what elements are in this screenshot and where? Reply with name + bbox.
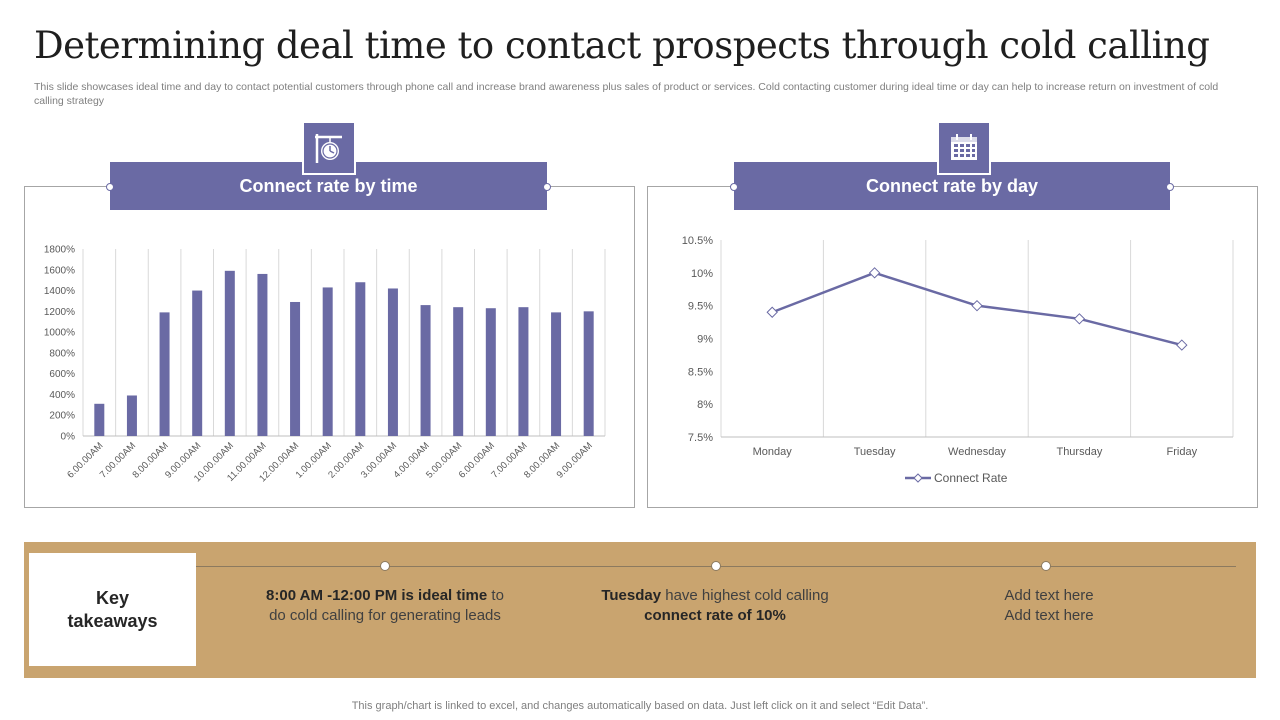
bar	[420, 305, 431, 436]
page-subtitle: This slide showcases ideal time and day …	[34, 81, 1219, 107]
y-tick-label: 1400%	[44, 286, 75, 297]
y-tick-label: 10.5%	[682, 235, 713, 247]
takeaway-bold: Tuesday	[601, 587, 662, 604]
bar	[126, 395, 137, 436]
data-point	[868, 267, 881, 279]
bar	[322, 287, 333, 436]
bar	[94, 403, 105, 436]
connect-rate-by-time-chart: 0% 200% 400% 600% 800% 1000% 1200% 1400% 1600% 18…	[44, 245, 606, 484]
y-tick-label: 200%	[49, 411, 75, 422]
bar	[355, 282, 366, 436]
timeline-dot	[1041, 561, 1051, 571]
key-takeaways-line1: Key	[95, 587, 129, 608]
x-tick-label: Friday	[1167, 446, 1198, 458]
x-tick-label: Tuesday	[854, 446, 896, 458]
y-tick-label: 7.5%	[688, 432, 713, 444]
page-title: Determining deal time to contact prospec…	[34, 24, 1210, 67]
bar	[159, 312, 170, 436]
legend-label: Connect Rate	[934, 471, 1008, 485]
calendar-icon	[937, 121, 991, 175]
time-panel-title: Connect rate by time	[239, 175, 418, 196]
y-tick-label: 8%	[697, 399, 713, 411]
takeaway-text: have highest cold calling	[661, 587, 829, 604]
y-tick-label: 1600%	[44, 265, 75, 276]
x-tick-label: Monday	[753, 446, 793, 458]
bar	[453, 307, 464, 436]
footer-note: This graph/chart is linked to excel, and…	[351, 700, 929, 712]
x-tick-label: Wednesday	[948, 446, 1006, 458]
day-panel-title: Connect rate by day	[865, 175, 1039, 196]
takeaway-bold: connect rate of 10%	[644, 606, 786, 624]
bar	[551, 312, 562, 436]
day-chart-panel	[647, 186, 1258, 508]
y-tick-label: 0%	[61, 432, 76, 443]
legend-marker	[913, 473, 923, 483]
bar	[257, 273, 268, 436]
takeaway-bold: 8:00 AM -12:00 PM is ideal time	[266, 587, 488, 604]
y-tick-label: 400%	[49, 390, 75, 401]
day-panel-header: Connect rate by day	[734, 162, 1170, 210]
timeline-dot	[711, 561, 721, 571]
takeaway-placeholder: Add text here	[1004, 587, 1094, 604]
x-tick-label: 9.00.00AM	[555, 440, 595, 480]
header-left-dot	[730, 183, 738, 191]
x-tick-label: Thursday	[1056, 446, 1102, 458]
takeaway-item: 8:00 AM -12:00 PM is ideal time to do co…	[265, 586, 505, 625]
bar	[583, 311, 594, 436]
y-tick-label: 1000%	[44, 328, 75, 339]
bar	[387, 288, 398, 436]
clock-sign-icon	[302, 121, 356, 175]
y-tick-label: 600%	[49, 369, 75, 380]
connect-rate-by-day-chart: 7.5% 8% 8.5% 9% 9.5% 10% 10.5% Monday Tuesday Wed…	[682, 235, 1234, 485]
y-tick-label: 1800%	[44, 245, 75, 256]
y-tick-label: 8.5%	[688, 366, 713, 378]
y-tick-label: 9%	[697, 334, 713, 346]
takeaway-text: to do cold calling for generating leads	[269, 587, 504, 624]
header-right-dot	[543, 183, 551, 191]
bar	[192, 290, 203, 436]
data-point	[1073, 313, 1086, 325]
data-point	[766, 306, 778, 318]
takeaway-item: Add text here Add text here	[929, 586, 1169, 625]
y-tick-label: 9.5%	[688, 301, 713, 313]
key-takeaways-box: Key takeaways	[29, 553, 196, 666]
timeline-dot	[380, 561, 390, 571]
data-point	[1176, 339, 1188, 351]
y-tick-label: 800%	[49, 348, 75, 359]
header-right-dot	[1166, 183, 1174, 191]
key-takeaways-line2: takeaways	[67, 610, 158, 631]
bar	[290, 301, 301, 436]
takeaway-item: Tuesday have highest cold calling connec…	[595, 586, 835, 625]
takeaway-placeholder: Add text here	[1004, 606, 1094, 624]
bar	[224, 270, 235, 436]
header-left-dot	[106, 183, 114, 191]
y-tick-label: 10%	[691, 268, 713, 280]
data-point	[971, 299, 983, 312]
bar	[518, 307, 529, 436]
y-tick-label: 1200%	[44, 307, 75, 318]
bar	[485, 308, 496, 436]
